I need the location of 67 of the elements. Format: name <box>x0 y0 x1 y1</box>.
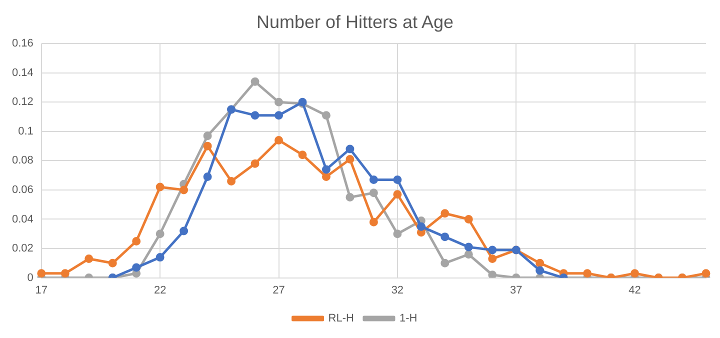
x-tick-label: 17 <box>35 284 48 296</box>
y-tick-label: 0.04 <box>12 213 34 226</box>
point <box>180 186 188 194</box>
point <box>322 172 330 182</box>
y-tick-label: 0.12 <box>12 96 34 108</box>
point <box>250 111 260 120</box>
point <box>464 250 473 259</box>
point <box>393 190 402 199</box>
point <box>488 270 497 278</box>
point <box>536 258 544 268</box>
point <box>416 222 426 231</box>
y-tick-label: 0.02 <box>12 242 34 255</box>
x-tick-label: 22 <box>154 284 166 296</box>
y-tick-label: 0 <box>27 272 34 284</box>
point <box>250 77 260 86</box>
point <box>369 188 378 198</box>
point <box>369 218 378 226</box>
point <box>630 269 640 278</box>
x-tick-label: 42 <box>628 284 641 296</box>
legend-label: 1-H <box>399 312 418 325</box>
point <box>536 266 544 275</box>
y-tick-label: 0.06 <box>12 184 34 196</box>
point <box>702 269 710 278</box>
point <box>346 154 354 164</box>
y-tick-label: 0.1 <box>18 125 34 138</box>
legend-label: RL-H <box>328 312 354 325</box>
point <box>156 182 164 192</box>
y-tick-label: 0.16 <box>12 38 34 50</box>
point <box>583 269 592 278</box>
point <box>322 165 330 174</box>
point <box>464 242 473 252</box>
point <box>274 111 284 120</box>
point <box>393 230 402 238</box>
point <box>440 258 450 268</box>
x-tick-label: 32 <box>391 284 404 296</box>
point <box>132 263 141 272</box>
point <box>108 258 117 268</box>
point <box>464 215 473 224</box>
point <box>298 150 307 160</box>
y-tick-label: 0.08 <box>12 154 34 167</box>
point <box>346 193 354 202</box>
point <box>180 226 188 236</box>
point <box>440 209 450 218</box>
point <box>322 111 330 120</box>
point <box>84 254 94 264</box>
point <box>156 230 164 238</box>
point <box>488 246 497 254</box>
point <box>203 132 212 140</box>
point <box>132 236 141 246</box>
point <box>60 269 70 278</box>
point <box>227 176 236 186</box>
point <box>250 159 260 168</box>
point <box>274 136 284 144</box>
point <box>37 269 46 278</box>
point <box>203 172 212 182</box>
point <box>346 144 354 154</box>
point <box>203 142 212 150</box>
point <box>274 98 284 106</box>
point <box>488 254 497 264</box>
x-tick-label: 37 <box>510 284 522 296</box>
point <box>440 232 450 242</box>
chart-title: Number of Hitters at Age <box>256 12 454 32</box>
point <box>393 175 402 184</box>
point <box>369 175 378 184</box>
point <box>156 253 164 262</box>
y-tick-label: 0.14 <box>12 66 34 79</box>
x-tick-label: 27 <box>272 284 285 296</box>
